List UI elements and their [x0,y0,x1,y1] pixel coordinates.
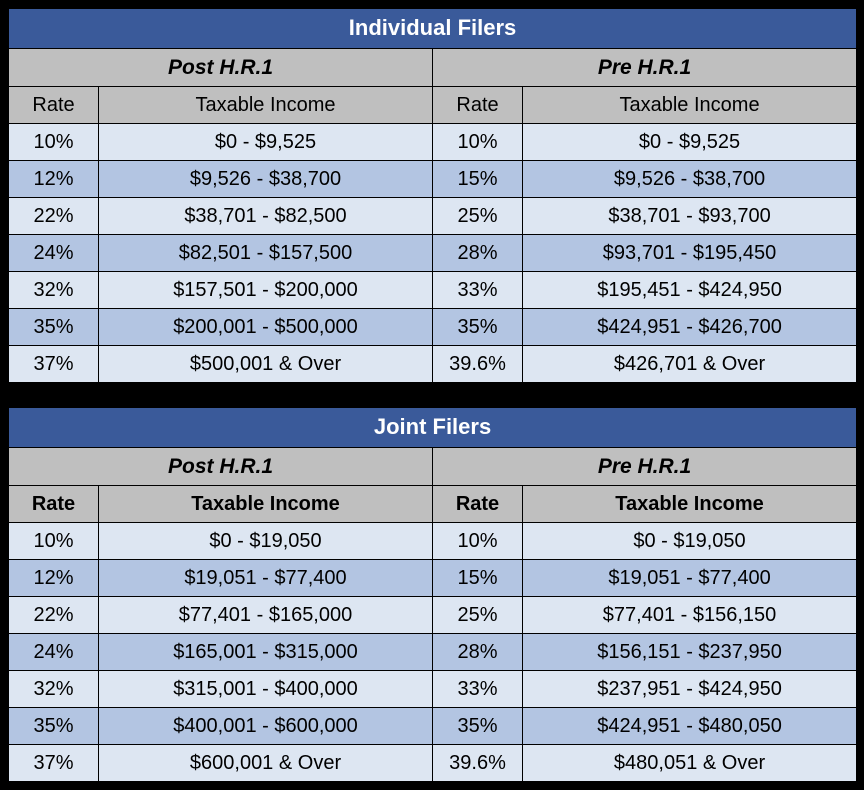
rate-cell: 37% [9,346,99,383]
section-label: Pre H.R.1 [433,447,857,485]
table-row: 35%$400,001 - $600,00035%$424,951 - $480… [9,708,857,745]
table-row: 12%$19,051 - $77,40015%$19,051 - $77,400 [9,560,857,597]
rate-cell: 15% [433,560,523,597]
rate-cell: 10% [433,124,523,161]
rate-cell: 33% [433,272,523,309]
rate-cell: 35% [9,708,99,745]
table-row: 35%$200,001 - $500,00035%$424,951 - $426… [9,309,857,346]
rate-cell: 28% [433,634,523,671]
income-cell: $600,001 & Over [99,745,433,782]
table-row: 22%$38,701 - $82,50025%$38,701 - $93,700 [9,198,857,235]
table-row: 12%$9,526 - $38,70015%$9,526 - $38,700 [9,161,857,198]
income-cell: $0 - $9,525 [523,124,857,161]
income-cell: $19,051 - $77,400 [99,560,433,597]
income-cell: $0 - $9,525 [99,124,433,161]
income-cell: $200,001 - $500,000 [99,309,433,346]
tax-table: Individual FilersPost H.R.1Pre H.R.1Rate… [8,8,857,383]
section-label: Post H.R.1 [9,447,433,485]
rate-cell: 10% [433,523,523,560]
income-cell: $195,451 - $424,950 [523,272,857,309]
income-cell: $156,151 - $237,950 [523,634,857,671]
rate-cell: 25% [433,198,523,235]
rate-cell: 15% [433,161,523,198]
section-label: Post H.R.1 [9,48,433,86]
income-cell: $500,001 & Over [99,346,433,383]
income-cell: $38,701 - $93,700 [523,198,857,235]
income-cell: $9,526 - $38,700 [523,161,857,198]
income-cell: $93,701 - $195,450 [523,235,857,272]
income-cell: $424,951 - $426,700 [523,309,857,346]
rate-cell: 22% [9,597,99,634]
rate-cell: 39.6% [433,346,523,383]
rate-cell: 10% [9,523,99,560]
income-cell: $400,001 - $600,000 [99,708,433,745]
table-row: 32%$315,001 - $400,00033%$237,951 - $424… [9,671,857,708]
rate-cell: 39.6% [433,745,523,782]
income-cell: $82,501 - $157,500 [99,235,433,272]
col-header-income: Taxable Income [99,87,433,124]
rate-cell: 35% [9,309,99,346]
col-header-rate: Rate [433,486,523,523]
income-cell: $9,526 - $38,700 [99,161,433,198]
table-title: Individual Filers [9,9,857,49]
rate-cell: 24% [9,634,99,671]
rate-cell: 22% [9,198,99,235]
rate-cell: 35% [433,309,523,346]
rate-cell: 25% [433,597,523,634]
rate-cell: 32% [9,272,99,309]
rate-cell: 33% [433,671,523,708]
rate-cell: 32% [9,671,99,708]
table-row: 24%$82,501 - $157,50028%$93,701 - $195,4… [9,235,857,272]
income-cell: $77,401 - $156,150 [523,597,857,634]
rate-cell: 37% [9,745,99,782]
rate-cell: 28% [433,235,523,272]
income-cell: $424,951 - $480,050 [523,708,857,745]
rate-cell: 24% [9,235,99,272]
income-cell: $480,051 & Over [523,745,857,782]
income-cell: $19,051 - $77,400 [523,560,857,597]
col-header-income: Taxable Income [523,486,857,523]
income-cell: $77,401 - $165,000 [99,597,433,634]
income-cell: $315,001 - $400,000 [99,671,433,708]
income-cell: $237,951 - $424,950 [523,671,857,708]
col-header-rate: Rate [433,87,523,124]
table-row: 22%$77,401 - $165,00025%$77,401 - $156,1… [9,597,857,634]
income-cell: $426,701 & Over [523,346,857,383]
table-row: 37%$500,001 & Over39.6%$426,701 & Over [9,346,857,383]
tax-table: Joint FilersPost H.R.1Pre H.R.1RateTaxab… [8,407,857,782]
rate-cell: 35% [433,708,523,745]
col-header-income: Taxable Income [99,486,433,523]
section-label: Pre H.R.1 [433,48,857,86]
table-gap [8,383,856,407]
rate-cell: 12% [9,161,99,198]
income-cell: $157,501 - $200,000 [99,272,433,309]
income-cell: $165,001 - $315,000 [99,634,433,671]
col-header-rate: Rate [9,486,99,523]
income-cell: $38,701 - $82,500 [99,198,433,235]
rate-cell: 10% [9,124,99,161]
table-row: 37%$600,001 & Over39.6%$480,051 & Over [9,745,857,782]
table-title: Joint Filers [9,408,857,448]
income-cell: $0 - $19,050 [523,523,857,560]
col-header-income: Taxable Income [523,87,857,124]
table-row: 24%$165,001 - $315,00028%$156,151 - $237… [9,634,857,671]
tables-container: Individual FilersPost H.R.1Pre H.R.1Rate… [8,8,856,782]
table-row: 32%$157,501 - $200,00033%$195,451 - $424… [9,272,857,309]
income-cell: $0 - $19,050 [99,523,433,560]
table-row: 10%$0 - $9,52510%$0 - $9,525 [9,124,857,161]
rate-cell: 12% [9,560,99,597]
col-header-rate: Rate [9,87,99,124]
table-row: 10%$0 - $19,05010%$0 - $19,050 [9,523,857,560]
